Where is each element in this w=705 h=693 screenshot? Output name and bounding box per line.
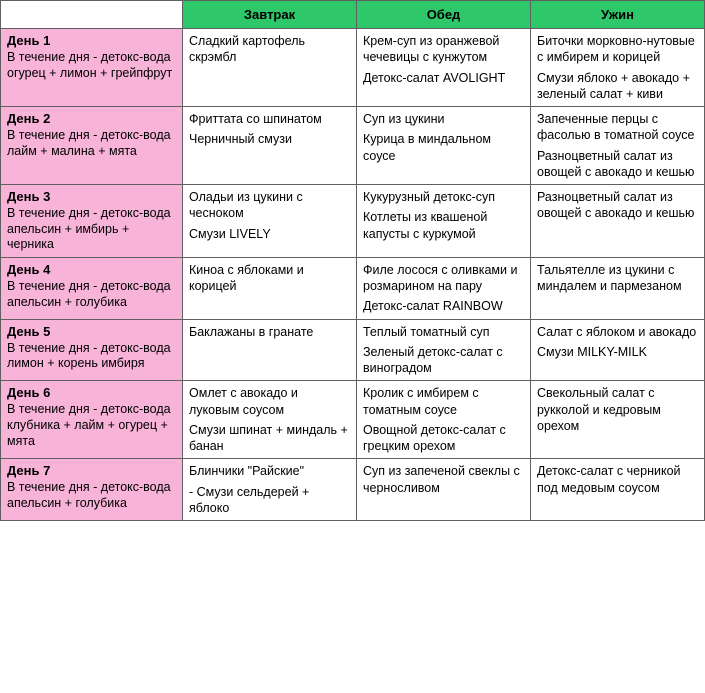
day-subtitle: В течение дня - детокс-вода огурец + лим…: [7, 50, 176, 81]
header-dinner: Ужин: [531, 1, 705, 29]
meal-item: Зеленый детокс-салат с виноградом: [363, 344, 524, 377]
meal-item: Детокс-салат AVOLIGHT: [363, 70, 524, 86]
table-row: День 2 В течение дня - детокс-вода лайм +…: [1, 107, 705, 185]
day-subtitle: В течение дня - детокс-вода лимон + коре…: [7, 341, 176, 372]
day-subtitle: В течение дня - детокс-вода лайм + малин…: [7, 128, 176, 159]
day-title: День 1: [7, 33, 176, 48]
breakfast-cell: Омлет с авокадо и луковым соусом Смузи шп…: [183, 381, 357, 459]
day-subtitle: В течение дня - детокс-вода клубника + л…: [7, 402, 176, 449]
meal-item: Кролик с имбирем с томатным соусе: [363, 385, 524, 418]
meal-item: Смузи MILKY-MILK: [537, 344, 698, 360]
meal-item: Филе лосося с оливками и розмарином на п…: [363, 262, 524, 295]
meal-item: Киноа с яблоками и корицей: [189, 262, 350, 295]
meal-item: Запеченные перцы с фасолью в томатной со…: [537, 111, 698, 144]
meal-item: Разноцветный салат из овощей с авокадо и…: [537, 148, 698, 181]
meal-item: Суп из цукини: [363, 111, 524, 127]
day-subtitle: В течение дня - детокс-вода апельсин + г…: [7, 279, 176, 310]
meal-item: Фриттата со шпинатом: [189, 111, 350, 127]
day-title: День 7: [7, 463, 176, 478]
breakfast-cell: Оладьи из цукини с чесноком Смузи LIVELY: [183, 185, 357, 258]
meal-item: Кукурузный детокс-суп: [363, 189, 524, 205]
meal-item: Черничный смузи: [189, 131, 350, 147]
meal-item: Разноцветный салат из овощей с авокадо и…: [537, 189, 698, 222]
breakfast-cell: Блинчики "Райские" - Смузи сельдерей + яб…: [183, 459, 357, 521]
dinner-cell: Свекольный салат с рукколой и кедровым о…: [531, 381, 705, 459]
table-row: День 5 В течение дня - детокс-вода лимон …: [1, 319, 705, 381]
meal-item: Салат с яблоком и авокадо: [537, 324, 698, 340]
meal-item: - Смузи сельдерей + яблоко: [189, 484, 350, 517]
meal-item: Смузи LIVELY: [189, 226, 350, 242]
lunch-cell: Суп из цукини Курица в миндальном соусе: [357, 107, 531, 185]
day-cell: День 7 В течение дня - детокс-вода апельс…: [1, 459, 183, 521]
lunch-cell: Крем-суп из оранжевой чечевицы с кунжуто…: [357, 29, 531, 107]
dinner-cell: Запеченные перцы с фасолью в томатной со…: [531, 107, 705, 185]
meal-item: Крем-суп из оранжевой чечевицы с кунжуто…: [363, 33, 524, 66]
lunch-cell: Кролик с имбирем с томатным соусе Овощной…: [357, 381, 531, 459]
day-title: День 5: [7, 324, 176, 339]
meal-item: Баклажаны в гранате: [189, 324, 350, 340]
dinner-cell: Салат с яблоком и авокадо Смузи MILKY-MIL…: [531, 319, 705, 381]
meal-item: Котлеты из квашеной капусты с куркумой: [363, 209, 524, 242]
day-cell: День 4 В течение дня - детокс-вода апельс…: [1, 257, 183, 319]
meal-item: Оладьи из цукини с чесноком: [189, 189, 350, 222]
day-cell: День 6 В течение дня - детокс-вода клубни…: [1, 381, 183, 459]
day-title: День 6: [7, 385, 176, 400]
meal-item: Омлет с авокадо и луковым соусом: [189, 385, 350, 418]
dinner-cell: Детокс-салат с черникой под медовым соус…: [531, 459, 705, 521]
meal-item: Сладкий картофель скрэмбл: [189, 33, 350, 66]
day-cell: День 2 В течение дня - детокс-вода лайм +…: [1, 107, 183, 185]
header-lunch: Обед: [357, 1, 531, 29]
meal-item: Смузи шпинат + миндаль + банан: [189, 422, 350, 455]
dinner-cell: Биточки морковно-нутовые с имбирем и кор…: [531, 29, 705, 107]
meal-item: Детокс-салат RAINBOW: [363, 298, 524, 314]
meal-item: Смузи яблоко + авокадо + зеленый салат +…: [537, 70, 698, 103]
dinner-cell: Разноцветный салат из овощей с авокадо и…: [531, 185, 705, 258]
breakfast-cell: Сладкий картофель скрэмбл: [183, 29, 357, 107]
day-title: День 2: [7, 111, 176, 126]
meal-item: Свекольный салат с рукколой и кедровым о…: [537, 385, 698, 434]
lunch-cell: Кукурузный детокс-суп Котлеты из квашеной…: [357, 185, 531, 258]
lunch-cell: Филе лосося с оливками и розмарином на п…: [357, 257, 531, 319]
header-empty: [1, 1, 183, 29]
header-breakfast: Завтрак: [183, 1, 357, 29]
meal-item: Биточки морковно-нутовые с имбирем и кор…: [537, 33, 698, 66]
day-subtitle: В течение дня - детокс-вода апельсин + г…: [7, 480, 176, 511]
meal-item: Овощной детокс-салат с грецким орехом: [363, 422, 524, 455]
day-cell: День 3 В течение дня - детокс-вода апельс…: [1, 185, 183, 258]
meal-item: Теплый томатный суп: [363, 324, 524, 340]
table-row: День 4 В течение дня - детокс-вода апельс…: [1, 257, 705, 319]
meal-item: Блинчики "Райские": [189, 463, 350, 479]
day-title: День 4: [7, 262, 176, 277]
meal-item: Тальятелле из цукини с миндалем и пармез…: [537, 262, 698, 295]
lunch-cell: Теплый томатный суп Зеленый детокс-салат …: [357, 319, 531, 381]
lunch-cell: Суп из запеченой свеклы с черносливом: [357, 459, 531, 521]
dinner-cell: Тальятелле из цукини с миндалем и пармез…: [531, 257, 705, 319]
breakfast-cell: Баклажаны в гранате: [183, 319, 357, 381]
table-row: День 6 В течение дня - детокс-вода клубни…: [1, 381, 705, 459]
meal-item: Курица в миндальном соусе: [363, 131, 524, 164]
day-cell: День 5 В течение дня - детокс-вода лимон …: [1, 319, 183, 381]
day-subtitle: В течение дня - детокс-вода апельсин + и…: [7, 206, 176, 253]
meal-plan-table: Завтрак Обед Ужин День 1 В течение дня - …: [0, 0, 705, 521]
meal-item: Суп из запеченой свеклы с черносливом: [363, 463, 524, 496]
header-row: Завтрак Обед Ужин: [1, 1, 705, 29]
meal-item: Детокс-салат с черникой под медовым соус…: [537, 463, 698, 496]
table-row: День 1 В течение дня - детокс-вода огурец…: [1, 29, 705, 107]
breakfast-cell: Фриттата со шпинатом Черничный смузи: [183, 107, 357, 185]
breakfast-cell: Киноа с яблоками и корицей: [183, 257, 357, 319]
table-row: День 7 В течение дня - детокс-вода апельс…: [1, 459, 705, 521]
day-cell: День 1 В течение дня - детокс-вода огурец…: [1, 29, 183, 107]
table-row: День 3 В течение дня - детокс-вода апельс…: [1, 185, 705, 258]
day-title: День 3: [7, 189, 176, 204]
